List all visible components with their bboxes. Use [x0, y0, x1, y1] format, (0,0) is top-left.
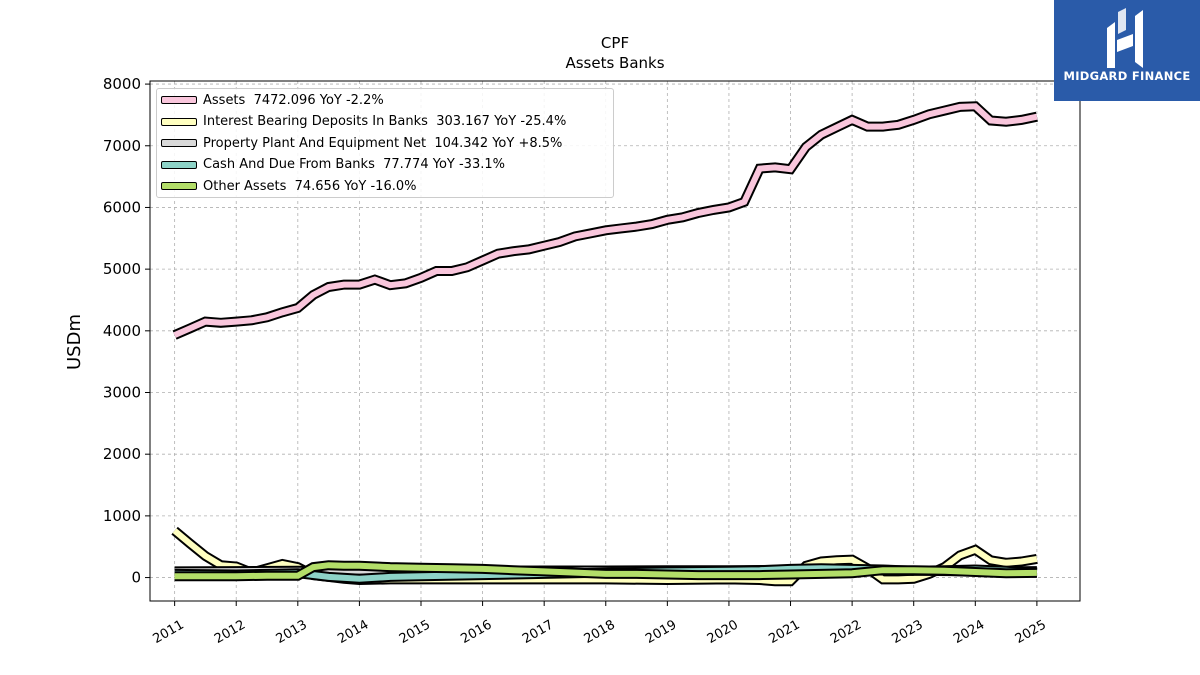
x-tick-label: 2014	[335, 617, 371, 647]
legend-swatch	[161, 182, 197, 190]
y-tick-label: 3000	[103, 384, 141, 402]
x-tick-label: 2019	[643, 617, 679, 647]
series-lines	[171, 101, 1038, 587]
series-assets	[172, 101, 1038, 340]
y-axis-label: USDm	[64, 314, 85, 370]
y-tick-label: 2000	[103, 445, 141, 463]
x-tick-label: 2020	[705, 617, 741, 647]
y-tick-label: 1000	[103, 507, 141, 525]
legend-label: Property Plant And Equipment Net 104.342…	[203, 135, 563, 151]
legend-swatch	[161, 117, 197, 126]
x-tick-label: 2025	[1013, 617, 1049, 647]
x-tick-label: 2016	[458, 617, 494, 647]
legend-item: Interest Bearing Deposits In Banks 303.1…	[161, 112, 566, 132]
series-line	[173, 103, 1038, 338]
legend-label: Assets 7472.096 YoY -2.2%	[203, 92, 384, 108]
y-tick-label: 0	[131, 569, 141, 587]
legend-item: Other Assets 74.656 YoY -16.0%	[161, 176, 416, 196]
x-tick-label: 2017	[520, 617, 556, 647]
x-tick-label: 2012	[212, 617, 248, 647]
legend-item: Cash And Due From Banks 77.774 YoY -33.1…	[161, 155, 505, 175]
legend-item: Assets 7472.096 YoY -2.2%	[161, 90, 384, 110]
y-tick-label: 5000	[103, 260, 141, 278]
legend-label: Interest Bearing Deposits In Banks 303.1…	[203, 114, 567, 129]
x-tick-label: 2021	[766, 617, 802, 647]
legend-swatch	[161, 96, 197, 104]
chart-legend: Assets 7472.096 YoY -2.2% Interest Bearin…	[156, 88, 614, 198]
brand-name: MIDGARD FINANCE	[1063, 69, 1191, 83]
x-tick-label: 2022	[828, 617, 864, 647]
y-tick-label: 4000	[103, 322, 141, 340]
legend-label: Cash And Due From Banks 77.774 YoY -33.1…	[203, 157, 505, 172]
legend-swatch	[161, 160, 197, 169]
legend-swatch	[161, 139, 197, 147]
legend-item: Property Plant And Equipment Net 104.342…	[161, 133, 562, 153]
y-tick-label: 6000	[103, 198, 141, 216]
midgard-logo-icon	[1107, 8, 1143, 68]
y-tick-label: 7000	[103, 137, 141, 155]
series-other-assets	[174, 560, 1037, 582]
x-tick-label: 2013	[274, 617, 310, 647]
legend-label: Other Assets 74.656 YoY -16.0%	[203, 178, 417, 194]
series-line	[174, 562, 1037, 580]
x-tick-label: 2023	[890, 617, 926, 647]
x-tick-label: 2011	[150, 617, 186, 647]
y-tick-label: 8000	[103, 75, 141, 93]
plot-frame	[149, 80, 1081, 602]
x-tick-label: 2024	[951, 617, 987, 647]
chart-subtitle: Assets Banks	[565, 54, 664, 72]
chart-title: CPF	[601, 34, 629, 52]
x-tick-label: 2018	[582, 617, 618, 647]
brand-logo: MIDGARD FINANCE	[1054, 0, 1200, 101]
x-tick-label: 2015	[397, 617, 433, 647]
